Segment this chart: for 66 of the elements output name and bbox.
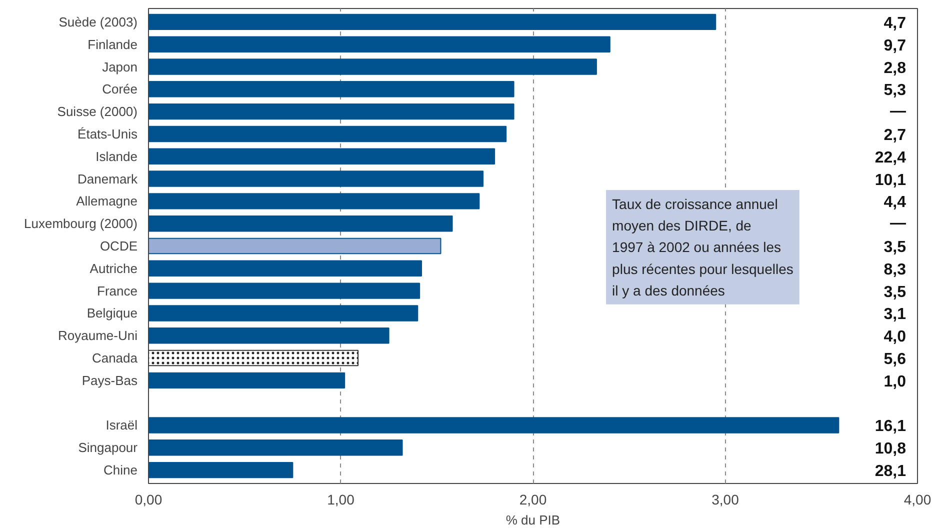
annotation: 10,8: [874, 440, 906, 458]
annotation: —: [890, 215, 906, 232]
annotation: 28,1: [874, 463, 906, 480]
x-axis-title: % du PIB: [506, 512, 560, 528]
y-tick-label: Canada: [92, 350, 138, 366]
bar: [148, 440, 403, 456]
bar: [148, 328, 390, 344]
bar: [148, 170, 484, 187]
x-tick-label: 0,00: [134, 492, 162, 508]
annotation: Taux de croissance annuel moyen des DIRDE, de 1997 à 2002 ou années les plus récentes pour lesquelles il y a des données: [612, 196, 794, 298]
y-tick-label: Royaume-Uni: [58, 328, 138, 344]
annotation: 3,5: [884, 239, 906, 256]
annotation: —: [890, 103, 906, 120]
y-tick-label: Chine: [104, 462, 138, 478]
y-tick-label: Singapour: [78, 440, 138, 456]
bar: [148, 58, 597, 75]
y-tick-label: Finlande: [88, 36, 138, 52]
bar: [148, 103, 514, 120]
y-tick-label: Corée: [102, 82, 138, 97]
y-tick-label: OCDE: [100, 238, 138, 254]
annotation: 8,3: [884, 261, 906, 278]
annotation: 16,1: [874, 418, 906, 436]
bar: [148, 372, 346, 389]
x-tick-label: 4,00: [904, 492, 932, 508]
bar: [148, 462, 294, 478]
y-tick-label: Belgique: [86, 306, 138, 321]
annotation: 2,7: [884, 126, 906, 144]
annotation: 5,3: [884, 82, 906, 100]
bar: [148, 36, 610, 52]
annotation: 3,5: [884, 284, 906, 301]
x-tick-label: 3,00: [712, 492, 740, 508]
y-tick-label: Allemagne: [76, 194, 138, 209]
annotation: 10,1: [874, 172, 906, 189]
y-tick-label: Israël: [106, 418, 138, 433]
bar: [148, 417, 840, 434]
y-tick-label: Danemark: [78, 171, 138, 186]
bar: [148, 215, 453, 232]
y-tick-label: France: [97, 283, 138, 298]
bar: [148, 193, 480, 210]
y-tick-label: Autriche: [90, 260, 138, 276]
bar: [148, 126, 507, 142]
annotation: 4,4: [884, 194, 906, 212]
x-tick-label: 2,00: [519, 492, 547, 508]
bar: [148, 81, 514, 98]
x-tick-label: 1,00: [327, 492, 355, 508]
bar: [148, 282, 420, 299]
y-tick-label: Suède (2003): [58, 14, 138, 30]
y-tick-label: Japon: [102, 59, 138, 74]
annotation: 1,0: [884, 373, 906, 390]
y-tick-label: Islande: [96, 148, 138, 164]
bar: [148, 238, 442, 254]
annotation: 4,0: [884, 328, 906, 346]
bar: [148, 14, 716, 30]
annotation: 5,6: [884, 351, 906, 368]
bar: [148, 148, 496, 164]
annotation: 3,1: [884, 306, 906, 324]
y-tick-label: Pays-Bas: [82, 372, 138, 388]
annotation: 4,7: [884, 14, 906, 32]
annotation: 22,4: [874, 149, 906, 166]
y-tick-label: Suisse (2000): [57, 104, 138, 120]
bar: [148, 305, 418, 322]
y-tick-label: Luxembourg (2000): [24, 216, 138, 232]
annotation: 9,7: [884, 37, 906, 54]
annotation: 2,8: [884, 60, 906, 77]
bar: [148, 260, 422, 277]
y-tick-label: États-Unis: [78, 126, 138, 142]
